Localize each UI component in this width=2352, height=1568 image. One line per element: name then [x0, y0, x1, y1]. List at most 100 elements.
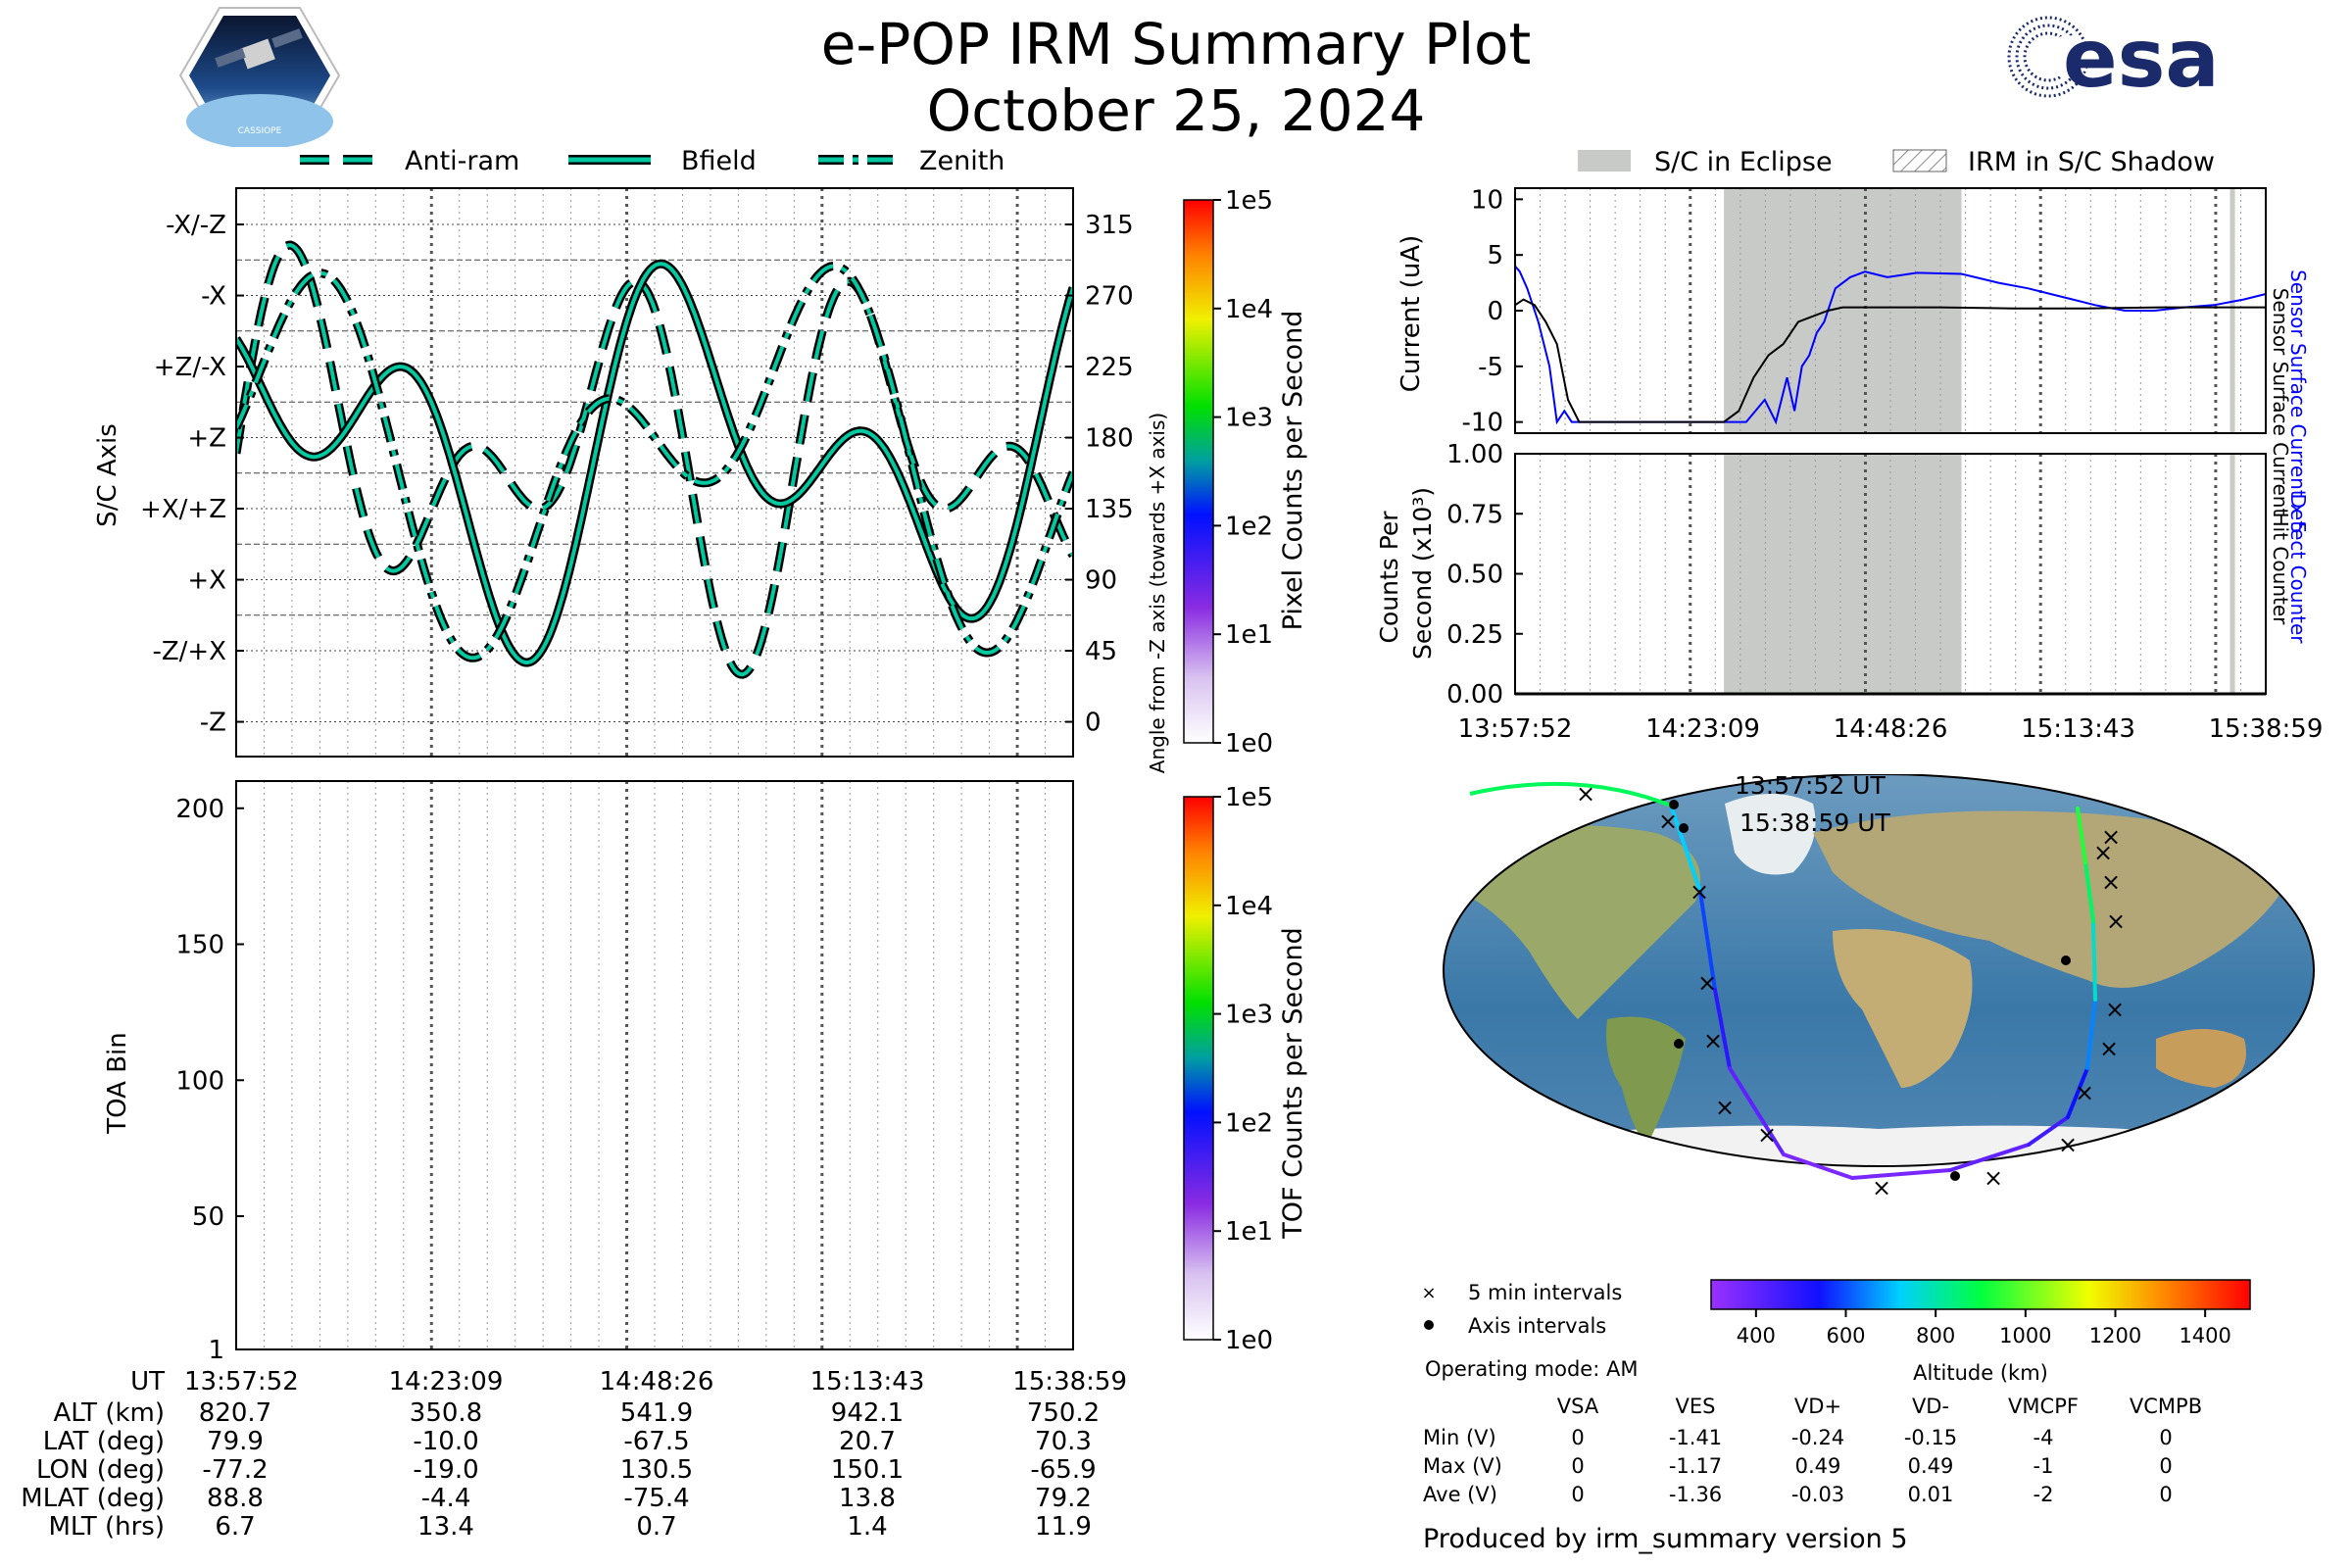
axis-interval-marker — [1679, 823, 1689, 833]
dot-marker-icon — [1424, 1320, 1434, 1330]
voltage-table: VSA VES VD+ VD- VMCPF VCMPB Min (V) 0 -1.41 -0.24… — [1423, 1395, 2202, 1506]
voltage-value: -1.41 — [1669, 1426, 1722, 1449]
operating-mode: Operating mode: AM — [1425, 1357, 1639, 1381]
ephemeris-value: 20.7 — [839, 1427, 896, 1456]
ephemeris-value: -77.2 — [202, 1455, 268, 1485]
ephemeris-value: -19.0 — [413, 1455, 478, 1485]
five-min-marker: × — [1703, 1027, 1723, 1054]
five-min-marker: × — [1658, 808, 1678, 835]
ephemeris-value: 13.4 — [417, 1512, 474, 1542]
toa-tick-label: 200 — [175, 795, 224, 824]
time-tick-label: 13:57:52 — [184, 1367, 299, 1396]
ephemeris-value: 130.5 — [620, 1455, 693, 1485]
angle-tick-label: 180 — [1085, 424, 1134, 454]
page-date: October 25, 2024 — [926, 77, 1426, 144]
five-min-marker: × — [2105, 996, 2125, 1023]
sc-axis-panel: S/C Axis Angle from -Z axis (towards +X … — [93, 186, 1308, 773]
tof-colorbar-label: TOF Counts per Second — [1278, 927, 1308, 1240]
eclipse-band — [1724, 454, 1962, 694]
altitude-tick-label: 1200 — [2089, 1324, 2141, 1348]
voltage-value: -0.24 — [1791, 1426, 1844, 1449]
voltage-column-header: VCMPB — [2130, 1395, 2202, 1418]
sc-axis-tick-label: +Z — [187, 424, 226, 454]
zenith-trace — [236, 264, 1073, 661]
current-counts-panel: 10 5 0 -5 -10 Current (uA) Sensor Surface Cu… — [1375, 185, 2324, 744]
voltage-value: -1.36 — [1669, 1483, 1722, 1506]
footer-credit: Produced by irm_summary version 5 — [1423, 1524, 1908, 1554]
end-time-label: 15:38:59 UT — [1740, 808, 1891, 837]
voltage-value: -4 — [2034, 1426, 2054, 1449]
altitude-tick-label: 1400 — [2179, 1324, 2230, 1348]
time-tick-label: 15:38:59 — [1012, 1367, 1127, 1396]
ephemeris-value: 79.9 — [207, 1427, 264, 1456]
colorbar-tick-label: 1e0 — [1225, 1326, 1273, 1355]
voltage-value: -1 — [2034, 1454, 2054, 1478]
sc-axis-tick-label: +X — [187, 566, 226, 596]
counts-tick-label: 0.50 — [1446, 561, 1503, 590]
sc-axis-plot-area — [236, 188, 1073, 757]
angle-tick-label: 90 — [1085, 566, 1117, 596]
sc-axis-left-ticks: -X/-Z -X +Z/-X +Z +X/+Z +X -Z/+X -Z — [140, 211, 244, 738]
time-tick-label: 15:38:59 — [2209, 714, 2324, 744]
pixel-colorbar — [1183, 199, 1214, 744]
counts-tick-label: 0.75 — [1446, 500, 1503, 529]
voltage-column-header: VSA — [1557, 1395, 1599, 1418]
five-min-marker: × — [2075, 1079, 2094, 1106]
ephemeris-table: UT 13:57:52 14:23:09 14:48:26 15:13:43 15:38:… — [21, 1367, 1127, 1542]
colorbar-tick-label: 1e5 — [1225, 783, 1273, 812]
voltage-value: -0.15 — [1904, 1426, 1957, 1449]
legend-5min: 5 min intervals — [1468, 1281, 1622, 1304]
ephemeris-row-label: MLAT (deg) — [21, 1484, 165, 1513]
sc-axis-legend: Anti-ram Bfield Zenith — [300, 146, 1004, 176]
ephemeris-value: -10.0 — [413, 1427, 478, 1456]
altitude-colorbar-ticks: 400 600 800 1000 1200 1400 — [1737, 1309, 2231, 1348]
current-right-label-black: Sensor Surface Current — [2269, 288, 2292, 516]
track-segment — [1948, 1143, 2031, 1172]
altitude-tick-label: 1000 — [1999, 1324, 2051, 1348]
toa-tick-label: 150 — [175, 931, 224, 960]
ephemeris-value: -4.4 — [421, 1484, 471, 1513]
ephemeris-row-label: LON (deg) — [36, 1455, 165, 1485]
pixel-colorbar-label: Pixel Counts per Second — [1278, 311, 1308, 631]
ephemeris-ut-header: UT — [130, 1367, 165, 1396]
voltage-column-header: VD+ — [1794, 1395, 1841, 1418]
colorbar-tick-label: 1e4 — [1225, 892, 1273, 921]
voltage-value: 0.01 — [1908, 1483, 1954, 1506]
sc-axis-tick-label: -X — [201, 282, 226, 312]
track-segment — [1782, 1152, 1854, 1180]
five-min-marker: × — [2093, 839, 2113, 866]
ephemeris-value: 942.1 — [831, 1398, 904, 1428]
sc-axis-right-ticks: 315 270 225 180 135 90 45 0 — [1065, 211, 1134, 738]
legend-bfield: Bfield — [681, 146, 757, 176]
time-tick-label: 14:23:09 — [1645, 714, 1760, 744]
five-min-marker: × — [1690, 878, 1709, 906]
ephemeris-row-label: ALT (km) — [53, 1398, 165, 1428]
colorbar-tick-label: 1e4 — [1225, 295, 1273, 324]
axis-interval-marker — [1669, 800, 1679, 809]
track-segment — [2027, 1115, 2070, 1147]
counts-tick-label: 0.00 — [1446, 680, 1503, 710]
altitude-tick-label: 800 — [1916, 1324, 1955, 1348]
counts-ylabel-line1: Counts Per — [1375, 511, 1403, 644]
time-tick-label: 14:48:26 — [1834, 714, 1948, 744]
track-segment — [1698, 890, 1717, 992]
ephemeris-value: 541.9 — [620, 1398, 693, 1428]
five-min-marker: × — [1757, 1121, 1777, 1149]
five-min-marker: × — [1715, 1094, 1735, 1121]
eclipse-band — [2230, 454, 2235, 694]
current-tick-label: -5 — [1478, 353, 1503, 382]
legend-anti-ram: Anti-ram — [405, 146, 519, 176]
voltage-value: 0 — [1571, 1426, 1584, 1449]
angle-tick-label: 315 — [1085, 211, 1134, 240]
altitude-colorbar-label: Altitude (km) — [1913, 1361, 2048, 1385]
voltage-value: -1.17 — [1669, 1454, 1722, 1478]
current-plot-area — [1514, 188, 2267, 433]
counts-tick-label: 1.00 — [1446, 440, 1503, 469]
counts-plot-area — [1515, 454, 2266, 696]
voltage-value: 0 — [1571, 1483, 1584, 1506]
toa-tick-label: 1 — [208, 1336, 224, 1365]
time-tick-label: 14:23:09 — [389, 1367, 504, 1396]
voltage-row-label: Ave (V) — [1423, 1483, 1497, 1506]
sc-axis-y2label: Angle from -Z axis (towards +X axis) — [1146, 413, 1169, 773]
